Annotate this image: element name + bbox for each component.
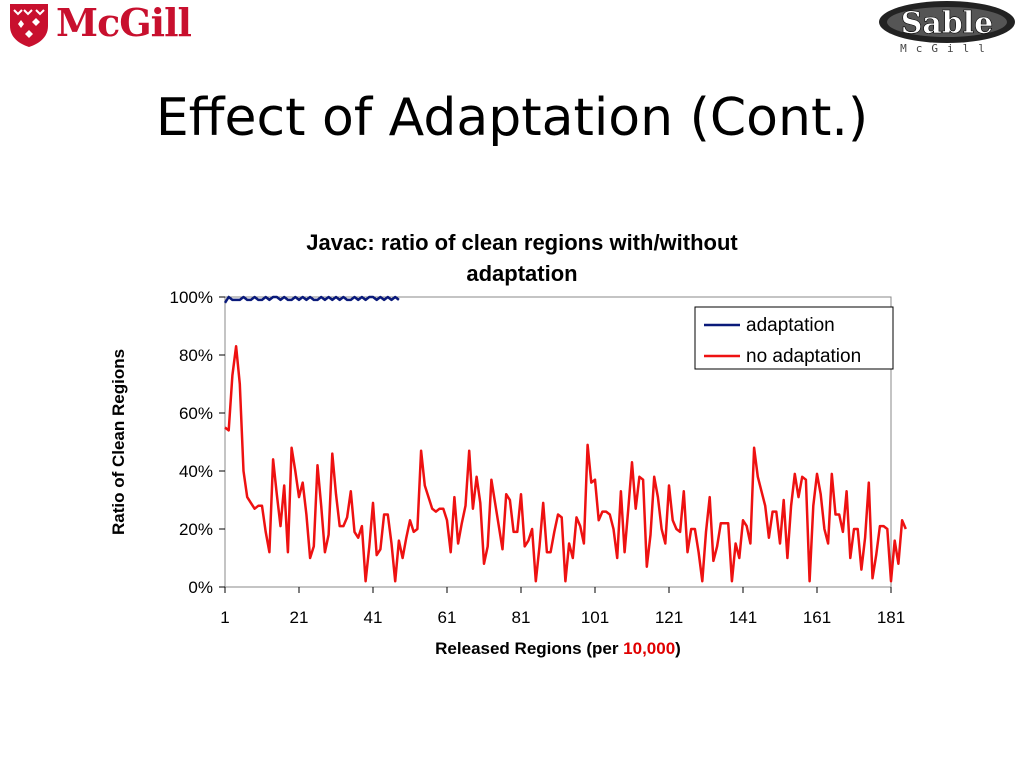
legend-box [694,306,894,370]
mcgill-shield-icon [10,4,48,47]
x-tick-label: 161 [803,608,831,627]
series-line-adaptation [223,295,400,304]
series-line-no-adaptation [224,345,907,583]
series-layer [223,295,907,583]
y-axis: 0% 20% 40% 60% 80% 100% [170,288,225,597]
x-axis-label-highlight: 10,000 [623,639,675,658]
legend: adaptation no adaptation [694,306,894,370]
chart-title-line-2: adaptation [466,261,577,286]
slide-title: Effect of Adaptation (Cont.) [155,88,869,148]
legend-label-no-adaptation: no adaptation [746,346,861,367]
mcgill-wordmark: McGill [56,0,192,45]
x-axis-label-suffix: ) [675,639,681,658]
legend-label-adaptation: adaptation [746,315,835,336]
y-tick-label: 80% [179,346,213,365]
y-tick-label: 20% [179,520,213,539]
x-tick-label: 101 [581,608,609,627]
y-axis-label: Ratio of Clean Regions [109,349,128,535]
x-tick-label: 141 [729,608,757,627]
x-tick-label: 81 [512,608,531,627]
sable-logo: Sable McGill [879,1,1015,55]
chart-title-line-1: Javac: ratio of clean regions with/witho… [306,230,738,255]
x-tick-label: 1 [220,608,229,627]
x-tick-label: 121 [655,608,683,627]
sable-logo-text: Sable [901,6,994,41]
x-tick-label: 21 [290,608,309,627]
x-axis-label: Released Regions (per 10,000) [435,639,681,658]
plot-area [224,296,892,588]
y-tick-label: 0% [188,578,213,597]
x-tick-label: 181 [877,608,905,627]
y-tick-label: 60% [179,404,213,423]
x-axis: 1 21 41 61 81 101 121 141 161 181 [220,587,905,627]
x-tick-label: 61 [438,608,457,627]
sable-logo-subtext: McGill [900,42,994,55]
x-tick-label: 41 [364,608,383,627]
y-tick-label: 40% [179,462,213,481]
mcgill-logo: McGill [4,0,192,48]
y-tick-label: 100% [170,288,213,307]
x-axis-label-prefix: Released Regions (per [435,639,623,658]
